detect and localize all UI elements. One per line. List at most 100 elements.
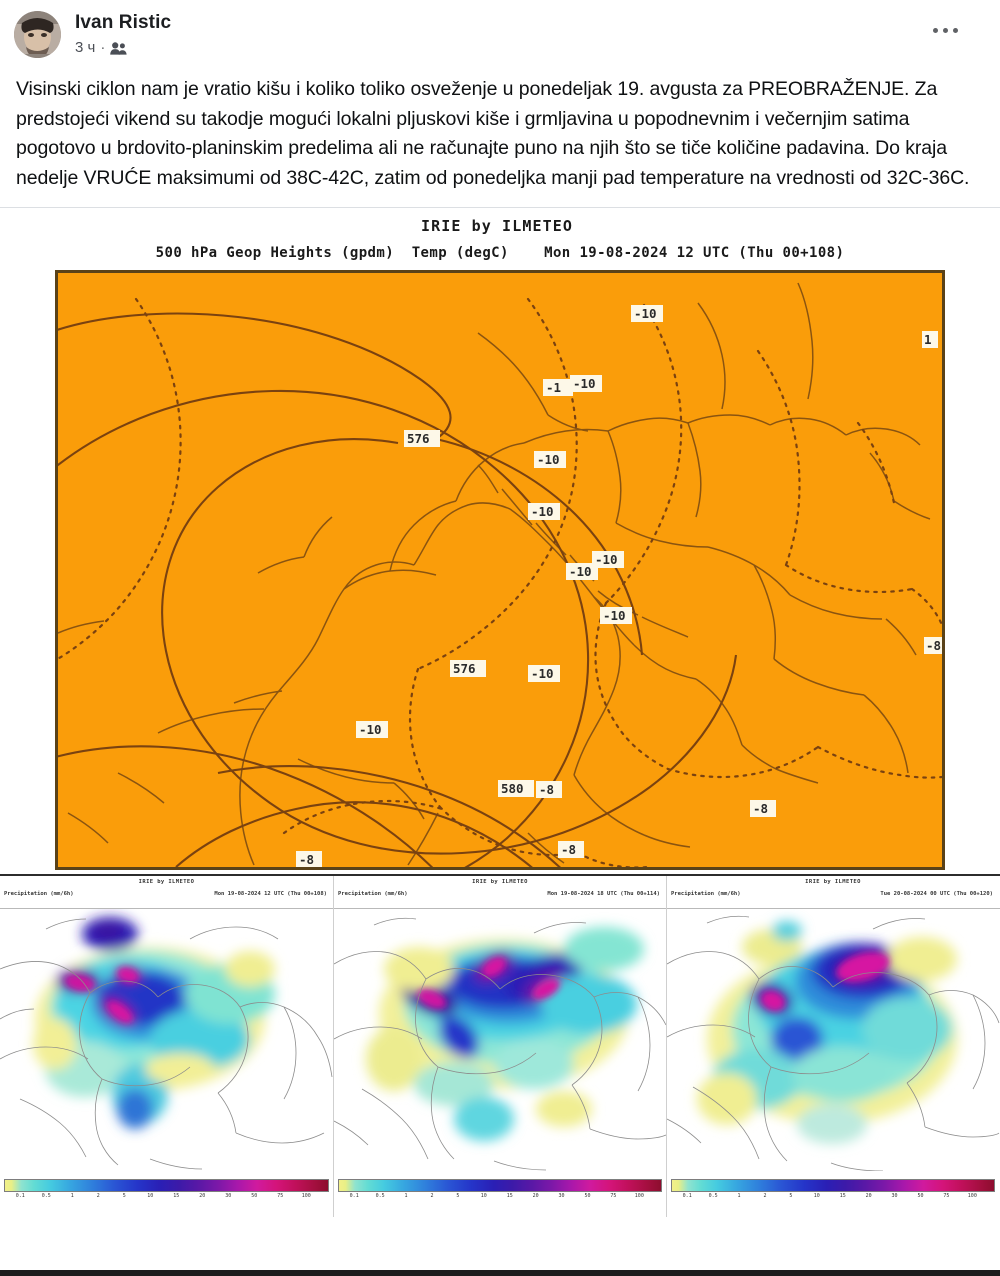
temp-label: -8 (750, 800, 776, 817)
temp-label: -8 (558, 841, 584, 858)
cb-tick: 0.1 (349, 1193, 359, 1199)
colorbar-ticks-3: 0.1 0.5 1 2 5 10 15 20 30 50 75 100 (671, 1193, 995, 1205)
author-name[interactable]: Ivan Ristic (75, 12, 172, 33)
svg-text:576: 576 (407, 431, 430, 446)
svg-text:-8: -8 (753, 801, 768, 816)
precip-unit-label: Precipitation (mm/6h) (671, 891, 741, 897)
precip-colorbar-2: 0.1 0.5 1 2 5 10 15 20 30 50 75 100 (334, 1171, 666, 1217)
precip-brand: IRIE by ILMETEO (805, 879, 861, 885)
temp-label: -10 (600, 607, 632, 624)
cb-tick: 5 (122, 1193, 126, 1199)
cb-tick: 100 (967, 1193, 977, 1199)
cb-tick: 5 (456, 1193, 460, 1199)
precip-valid-time: Tue 20-08-2024 00 UTC (Thu 00+120) (880, 891, 993, 897)
precip-unit-label: Precipitation (mm/6h) (4, 891, 74, 897)
colorbar-gradient (671, 1179, 995, 1192)
precip-borders (667, 915, 1000, 1171)
temp-label: -10 (528, 503, 560, 520)
precip-header-1: IRIE by ILMETEO Precipitation (mm/6h) Mo… (0, 878, 333, 908)
svg-text:-1: -1 (546, 380, 561, 395)
precip-borders (0, 918, 333, 1170)
cb-tick: 30 (225, 1193, 232, 1199)
temp-label: -8 (924, 637, 942, 654)
post-author-block: Ivan Ristic 3 ч · (75, 11, 171, 56)
height-label-576b: 576 (450, 660, 486, 677)
chart-subtitle: 500 hPa Geop Heights (gpdm) Temp (degC) … (155, 245, 845, 261)
precip-valid-time: Mon 19-08-2024 12 UTC (Thu 00+108) (214, 891, 327, 897)
precip-brand: IRIE by ILMETEO (472, 879, 528, 885)
temp-label: -8 (296, 851, 322, 867)
temp-label: -10 (570, 375, 602, 392)
coastlines (58, 282, 931, 866)
avatar[interactable] (14, 11, 61, 58)
svg-text:576: 576 (453, 661, 476, 676)
bottom-strip (0, 1270, 1000, 1276)
cb-tick: 50 (251, 1193, 258, 1199)
svg-text:-8: -8 (926, 638, 941, 653)
cb-tick: 20 (199, 1193, 206, 1199)
cb-tick: 15 (839, 1193, 846, 1199)
cb-tick: 0.5 (41, 1193, 51, 1199)
svg-text:-8: -8 (561, 842, 576, 857)
precip-brand: IRIE by ILMETEO (138, 879, 195, 885)
post-timestamp[interactable]: 3 ч (75, 39, 96, 56)
geopotential-map-canvas[interactable]: 576 576 580 -10 -10 -1 -10 -10 -10 (55, 270, 945, 870)
svg-text:-10: -10 (603, 608, 626, 623)
cb-tick: 100 (634, 1193, 644, 1199)
cb-tick: 1 (404, 1193, 408, 1199)
svg-text:580: 580 (501, 781, 524, 796)
precip-field (366, 927, 644, 1141)
precip-borders (334, 917, 667, 1171)
colorbar-ticks-2: 0.1 0.5 1 2 5 10 15 20 30 50 75 100 (338, 1193, 662, 1205)
cb-tick: 2 (763, 1193, 767, 1199)
height-label-580: 580 (498, 780, 534, 797)
temp-label: -10 (356, 721, 388, 738)
precip-panel-3[interactable]: IRIE by ILMETEO Precipitation (mm/6h) Tu… (666, 876, 1000, 1217)
temp-label: -10 (534, 451, 566, 468)
ellipsis-dot (953, 28, 958, 33)
cb-tick: 10 (147, 1193, 154, 1199)
svg-text:-10: -10 (569, 564, 592, 579)
cb-tick: 10 (480, 1193, 487, 1199)
precip-map-3[interactable] (667, 908, 1000, 1171)
svg-text:-8: -8 (539, 782, 554, 797)
meta-separator: · (100, 39, 106, 56)
temperature-contours (58, 297, 942, 867)
cb-tick: 2 (96, 1193, 100, 1199)
svg-text:-10: -10 (573, 376, 596, 391)
cb-tick: 30 (891, 1193, 898, 1199)
temp-label: -1 (543, 379, 573, 396)
friends-icon[interactable] (110, 41, 127, 55)
svg-text:1: 1 (924, 332, 932, 347)
cb-tick: 15 (506, 1193, 513, 1199)
precip-peaks (417, 957, 560, 1009)
temp-label: -10 (528, 665, 560, 682)
post-meta: 3 ч · (75, 40, 171, 56)
precip-map-2[interactable] (334, 908, 667, 1171)
cb-tick: 20 (532, 1193, 539, 1199)
svg-text:-10: -10 (595, 552, 618, 567)
precip-map-1[interactable] (0, 908, 333, 1171)
precip-peaks (761, 952, 890, 1011)
precip-colorbar-3: 0.1 0.5 1 2 5 10 15 20 30 50 75 100 (667, 1171, 999, 1217)
precip-field (697, 921, 957, 1144)
precip-header-3: IRIE by ILMETEO Precipitation (mm/6h) Tu… (667, 878, 999, 908)
svg-text:-8: -8 (299, 852, 314, 867)
precip-unit-label: Precipitation (mm/6h) (338, 891, 408, 897)
cb-tick: 10 (813, 1193, 820, 1199)
precip-panel-2[interactable]: IRIE by ILMETEO Precipitation (mm/6h) Mo… (333, 876, 667, 1217)
temp-label: -10 (592, 551, 624, 568)
colorbar-gradient (4, 1179, 329, 1192)
cb-tick: 50 (584, 1193, 591, 1199)
cb-tick: 1 (70, 1193, 74, 1199)
temp-label: -10 (566, 563, 598, 580)
cb-tick: 1 (737, 1193, 741, 1199)
cb-tick: 5 (789, 1193, 793, 1199)
cb-tick: 0.1 (682, 1193, 692, 1199)
precip-panel-1[interactable]: IRIE by ILMETEO Precipitation (mm/6h) Mo… (0, 876, 333, 1217)
cb-tick: 15 (173, 1193, 180, 1199)
precip-colorbar-1: 0.1 0.5 1 2 5 10 15 20 30 50 75 100 (0, 1171, 333, 1217)
cb-tick: 0.1 (15, 1193, 25, 1199)
cb-tick: 20 (865, 1193, 872, 1199)
post-options-button[interactable] (933, 28, 958, 33)
